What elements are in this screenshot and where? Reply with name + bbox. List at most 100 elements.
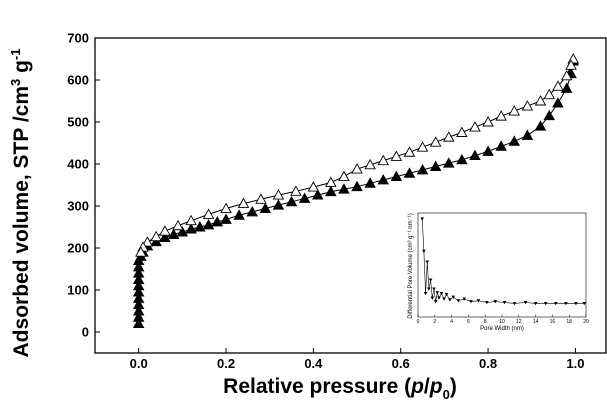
adsorption-point [132, 298, 145, 310]
desorption-point [290, 185, 302, 196]
desorption-point [416, 141, 429, 152]
desorption-point [508, 105, 521, 116]
adsorption-point [521, 129, 534, 140]
inset-point [423, 292, 428, 296]
adsorption-point [416, 163, 429, 175]
adsorption-point [132, 267, 145, 278]
y-tick-label: 400 [67, 157, 89, 172]
desorption-point [560, 69, 573, 81]
adsorption-point [176, 226, 189, 237]
adsorption-point [185, 223, 197, 234]
y-tick-label: 100 [67, 283, 89, 298]
adsorption-point [233, 209, 245, 220]
adsorption-point [560, 82, 573, 93]
desorption-point [456, 126, 468, 137]
adsorption-point [285, 195, 298, 207]
desorption-point [325, 176, 337, 187]
inset-x-tick-label: 16 [550, 319, 556, 325]
x-tick-label: 1.0 [566, 356, 584, 371]
adsorption-point [390, 170, 403, 182]
adsorption-point [132, 317, 145, 329]
inset-point [437, 296, 441, 300]
adsorption-point [132, 279, 145, 291]
series-desorption [135, 53, 580, 257]
y-tick-label: 200 [67, 241, 89, 256]
inset-point [442, 297, 446, 301]
adsorption-point [150, 235, 162, 247]
adsorption-point [298, 192, 311, 203]
y-tick-label: 700 [67, 31, 89, 46]
adsorption-point [132, 305, 145, 316]
desorption-point [307, 181, 320, 192]
inset-point [425, 260, 430, 264]
adsorption-point [351, 180, 363, 192]
inset-point [428, 278, 433, 282]
inset-y-axis-title: Differential Pore Volume (cm³ g⁻¹ nm⁻¹) [408, 213, 414, 319]
desorption-point [135, 246, 147, 257]
inset-x-tick-label: 0 [417, 319, 420, 325]
inset-point [430, 296, 435, 300]
adsorption-point [338, 183, 350, 194]
x-tick-label: 0.8 [479, 356, 497, 371]
desorption-point [150, 230, 162, 242]
inset-point [444, 292, 449, 297]
adsorption-point [220, 213, 232, 224]
inset-point [433, 300, 438, 304]
x-tick-label: 0.4 [304, 356, 323, 371]
inset-point [502, 301, 507, 305]
adsorption-point [543, 109, 555, 121]
inset-point [427, 287, 431, 291]
inset-point [485, 301, 489, 305]
desorption-point [543, 88, 555, 100]
inset-point [448, 298, 452, 302]
y-tick-label: 600 [67, 73, 89, 88]
inset-point [451, 295, 456, 299]
desorption-point [237, 197, 250, 208]
inset-point [432, 287, 436, 291]
adsorption-point [377, 174, 390, 185]
inset-x-tick-label: 2 [433, 319, 436, 325]
inset-series [420, 217, 587, 306]
desorption-point [202, 208, 215, 219]
adsorption-point [202, 218, 215, 230]
desorption-point [429, 136, 442, 147]
inset-point [420, 217, 424, 221]
adsorption-point [325, 185, 337, 197]
desorption-point [377, 154, 390, 166]
inset-x-tick-label: 6 [467, 319, 470, 325]
adsorption-point [272, 199, 285, 210]
adsorption-point [132, 273, 145, 284]
desorption-point [567, 53, 580, 64]
desorption-point [403, 146, 416, 157]
desorption-point [469, 121, 481, 132]
inset-point [582, 301, 587, 306]
adsorption-point [552, 97, 564, 108]
adsorption-point [364, 177, 376, 188]
inset-point [476, 299, 481, 303]
desorption-point [255, 193, 267, 204]
adsorption-point [456, 153, 468, 165]
adsorption-point [429, 160, 442, 171]
desorption-point [141, 236, 154, 247]
y-axis-title: Adsorbed volume, STP /cm3 g-1 [8, 49, 33, 358]
desorption-point [351, 163, 363, 174]
adsorption-point [132, 292, 145, 303]
inset-x-tick-label: 18 [566, 319, 572, 325]
adsorption-point [403, 167, 416, 178]
x-axis-ticks: 0.0 0.2 0.4 0.6 0.8 1.0 [130, 348, 584, 371]
inset-point [564, 301, 568, 306]
inset-point [553, 301, 558, 306]
adsorption-point [167, 228, 180, 240]
inset-point [439, 292, 444, 296]
y-axis-ticks: 0 100 200 300 400 500 600 700 [67, 31, 100, 340]
desorption-point [159, 225, 171, 236]
inset-point [523, 301, 528, 305]
inset-x-tick-label: 14 [533, 319, 539, 325]
desorption-point [272, 189, 285, 200]
y-tick-label: 500 [67, 115, 89, 130]
adsorption-point [482, 145, 494, 156]
adsorption-point [508, 135, 521, 146]
desorption-point [521, 100, 534, 111]
adsorption-point [469, 149, 481, 161]
adsorption-point [534, 120, 547, 131]
